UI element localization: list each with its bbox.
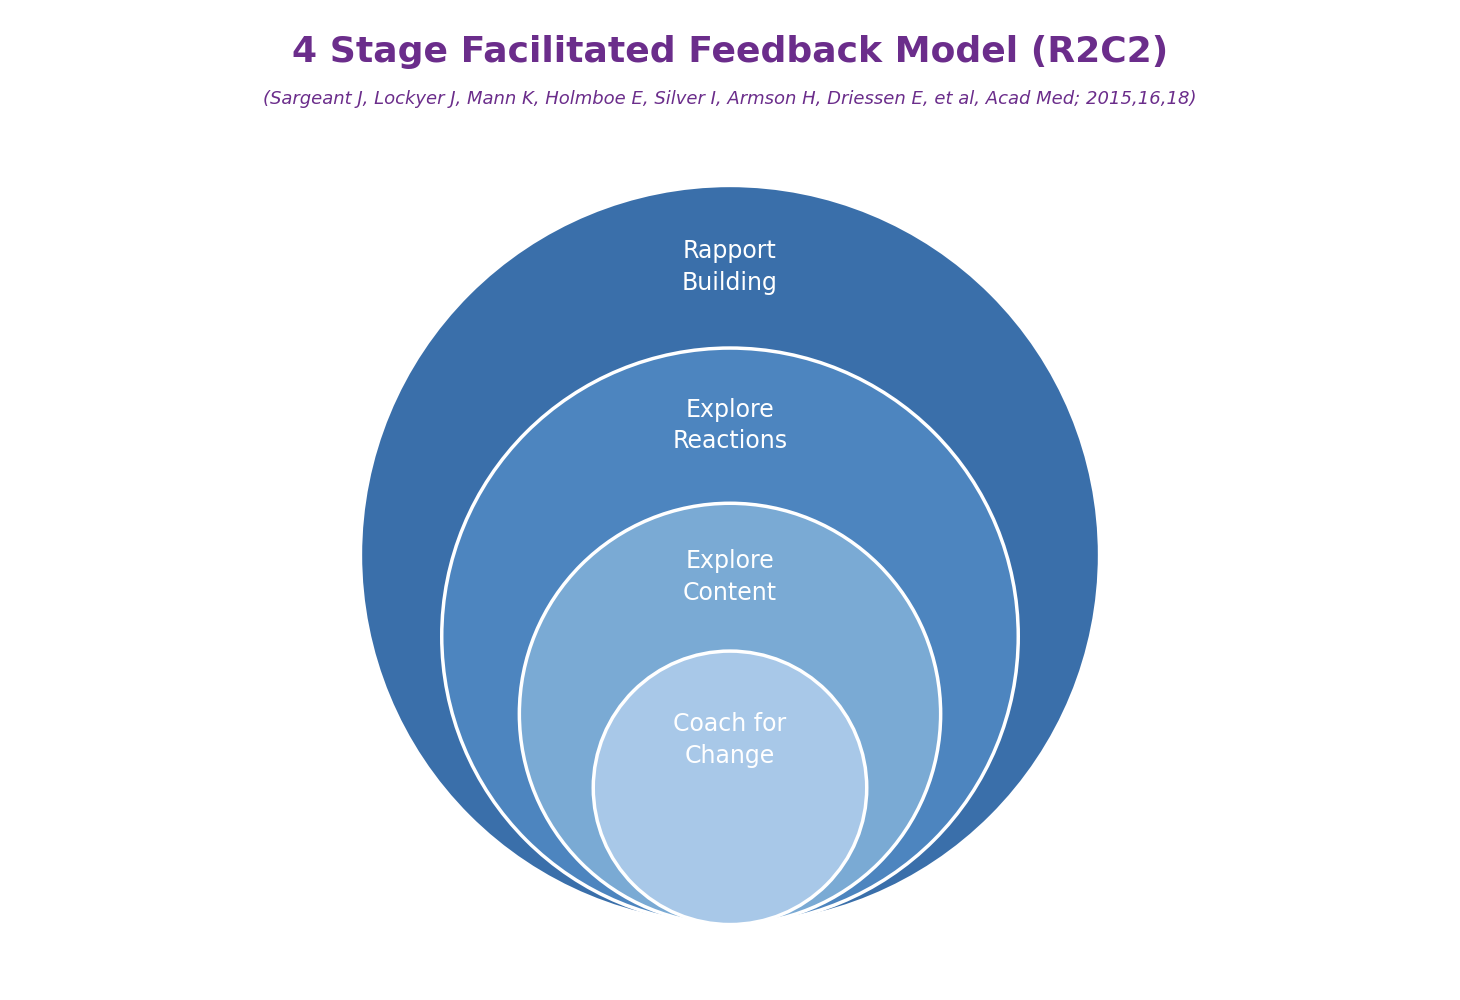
Text: Explore
Reactions: Explore Reactions bbox=[673, 398, 787, 453]
Circle shape bbox=[442, 348, 1018, 925]
Text: Rapport
Building: Rapport Building bbox=[682, 239, 778, 295]
Text: 4 Stage Facilitated Feedback Model (R2C2): 4 Stage Facilitated Feedback Model (R2C2… bbox=[292, 35, 1168, 69]
Circle shape bbox=[520, 503, 940, 925]
Circle shape bbox=[593, 651, 867, 925]
Text: Explore
Content: Explore Content bbox=[683, 549, 777, 605]
Text: Coach for
Change: Coach for Change bbox=[673, 712, 787, 768]
Circle shape bbox=[361, 185, 1099, 925]
Text: (Sargeant J, Lockyer J, Mann K, Holmboe E, Silver I, Armson H, Driessen E, et al: (Sargeant J, Lockyer J, Mann K, Holmboe … bbox=[263, 90, 1197, 108]
